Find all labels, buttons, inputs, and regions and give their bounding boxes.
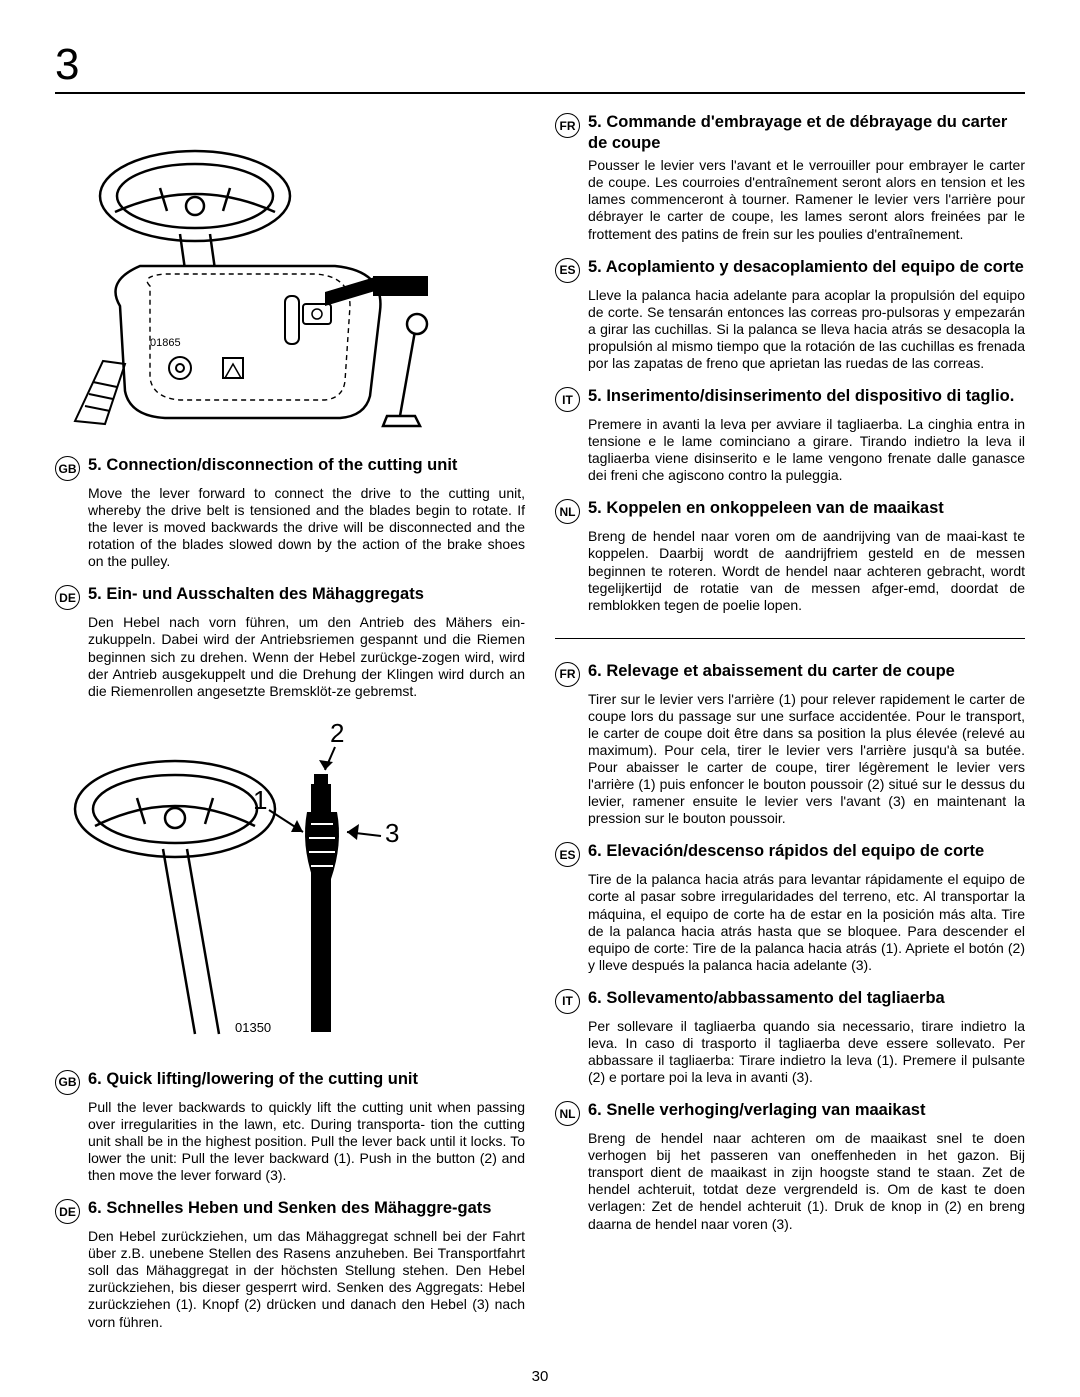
- instruction-entry: IT 5. Inserimento/disinserimento del disp…: [555, 386, 1025, 484]
- page-number: 30: [532, 1368, 549, 1385]
- entry-body: Den Hebel zurückziehen, um das Mähaggreg…: [88, 1228, 525, 1330]
- entry-title: 6. Schnelles Heben und Senken des Mähagg…: [88, 1198, 491, 1219]
- entry-body: Breng de hendel naar achteren om de maai…: [588, 1130, 1025, 1232]
- instruction-entry: DE 5. Ein- und Ausschalten des Mähaggrega…: [55, 584, 525, 699]
- entry-title: 5. Koppelen en onkoppeleen van de maaika…: [588, 498, 944, 519]
- instruction-entry: IT 6. Sollevamento/abbassamento del tagli…: [555, 988, 1025, 1086]
- language-badge: NL: [555, 499, 580, 524]
- language-badge: GB: [55, 456, 80, 481]
- entry-body: Tirer sur le levier vers l'arrière (1) p…: [588, 691, 1025, 828]
- language-badge: FR: [555, 662, 580, 687]
- instruction-entry: ES 6. Elevación/descenso rápidos del equi…: [555, 841, 1025, 973]
- figure2-part-number: 01350: [235, 1020, 271, 1035]
- entry-title: 5. Connection/disconnection of the cutti…: [88, 455, 457, 476]
- columns: 01865 GB 5. Connection/disconnection of t…: [55, 112, 1025, 1345]
- section-divider: [555, 638, 1025, 639]
- entry-title: 5. Acoplamiento y desacoplamiento del eq…: [588, 257, 1024, 278]
- language-badge: ES: [555, 258, 580, 283]
- entry-body: Move the lever forward to connect the dr…: [88, 485, 525, 570]
- language-badge: DE: [55, 1199, 80, 1224]
- entry-title: 5. Ein- und Ausschalten des Mähaggregats: [88, 584, 424, 605]
- entry-title: 6. Quick lifting/lowering of the cutting…: [88, 1069, 418, 1090]
- figure2-label-2: 2: [330, 718, 344, 748]
- entry-body: Den Hebel nach vorn führen, um den Antri…: [88, 614, 525, 699]
- language-badge: IT: [555, 387, 580, 412]
- entry-body: Breng de hendel naar voren om de aandrij…: [588, 528, 1025, 613]
- language-badge: DE: [55, 585, 80, 610]
- entry-body: Pull the lever backwards to quickly lift…: [88, 1099, 525, 1184]
- entry-title: 5. Commande d'embrayage et de débrayage …: [588, 112, 1025, 153]
- entry-body: Pousser le levier vers l'avant et le ver…: [588, 157, 1025, 242]
- entry-title: 6. Relevage et abaissement du carter de …: [588, 661, 955, 682]
- entry-title: 5. Inserimento/disinserimento del dispos…: [588, 386, 1014, 407]
- figure-cutting-connection: 01865: [55, 116, 525, 441]
- instruction-entry: NL 6. Snelle verhoging/verlaging van maai…: [555, 1100, 1025, 1232]
- chapter-number: 3: [55, 40, 79, 89]
- instruction-entry: GB 6. Quick lifting/lowering of the cutti…: [55, 1069, 525, 1184]
- language-badge: NL: [555, 1101, 580, 1126]
- page-header: 3: [55, 40, 1025, 94]
- instruction-entry: NL 5. Koppelen en onkoppeleen van de maai…: [555, 498, 1025, 613]
- entry-body: Tire de la palanca hacia atrás para leva…: [588, 871, 1025, 973]
- instruction-entry: DE 6. Schnelles Heben und Senken des Mäha…: [55, 1198, 525, 1330]
- instruction-entry: ES 5. Acoplamiento y desacoplamiento del …: [555, 257, 1025, 372]
- instruction-entry: FR 6. Relevage et abaissement du carter d…: [555, 661, 1025, 828]
- entry-body: Premere in avanti la leva per avviare il…: [588, 416, 1025, 484]
- language-badge: IT: [555, 989, 580, 1014]
- right-column: FR 5. Commande d'embrayage et de débrayag…: [555, 112, 1025, 1345]
- entry-title: 6. Snelle verhoging/verlaging van maaika…: [588, 1100, 925, 1121]
- left-column: 01865 GB 5. Connection/disconnection of t…: [55, 112, 525, 1345]
- instruction-entry: GB 5. Connection/disconnection of the cut…: [55, 455, 525, 570]
- language-badge: GB: [55, 1070, 80, 1095]
- figure-quick-lift: 2 1 3 01350: [55, 714, 525, 1059]
- language-badge: ES: [555, 842, 580, 867]
- entry-title: 6. Sollevamento/abbassamento del tagliae…: [588, 988, 945, 1009]
- figure2-label-3: 3: [385, 818, 399, 848]
- instruction-entry: FR 5. Commande d'embrayage et de débrayag…: [555, 112, 1025, 243]
- entry-body: Lleve la palanca hacia adelante para aco…: [588, 287, 1025, 372]
- figure1-part-number: 01865: [150, 337, 181, 349]
- language-badge: FR: [555, 113, 580, 138]
- entry-body: Per sollevare il tagliaerba quando sia n…: [588, 1018, 1025, 1086]
- entry-title: 6. Elevación/descenso rápidos del equipo…: [588, 841, 984, 862]
- figure2-label-1: 1: [253, 785, 267, 815]
